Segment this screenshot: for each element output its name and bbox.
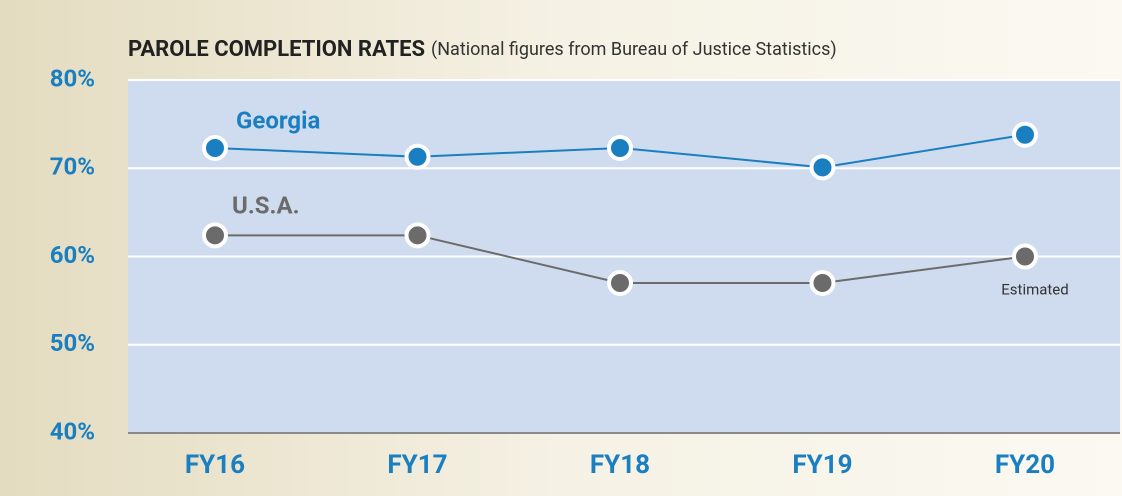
data-point xyxy=(1012,243,1038,270)
x-tick-label: FY18 xyxy=(590,450,650,480)
x-tick-label: FY20 xyxy=(995,450,1055,480)
y-tick-label: 80% xyxy=(50,64,95,92)
chart-subtitle: (National figures from Bureau of Justice… xyxy=(431,39,837,60)
y-tick-label: 60% xyxy=(50,241,95,269)
data-point xyxy=(202,134,228,161)
x-tick-label: FY17 xyxy=(387,450,447,480)
data-point xyxy=(607,269,633,296)
series-label: U.S.A. xyxy=(232,192,300,220)
y-tick-label: 70% xyxy=(50,153,95,181)
data-point xyxy=(809,269,836,296)
data-point xyxy=(1012,121,1038,148)
series-label: Georgia xyxy=(236,106,320,134)
annotation: Estimated xyxy=(1001,280,1068,298)
data-point xyxy=(202,222,228,249)
x-tick-label: FY19 xyxy=(792,450,852,480)
y-tick-label: 40% xyxy=(50,417,95,445)
y-tick-label: 50% xyxy=(50,329,95,357)
x-tick-label: FY16 xyxy=(185,450,245,480)
data-point xyxy=(404,222,431,249)
data-point xyxy=(809,154,836,181)
data-point xyxy=(404,143,431,170)
data-point xyxy=(607,134,633,161)
chart-title: PAROLE COMPLETION RATES xyxy=(128,37,425,62)
chart-heading: PAROLE COMPLETION RATES (National figures… xyxy=(128,37,837,62)
